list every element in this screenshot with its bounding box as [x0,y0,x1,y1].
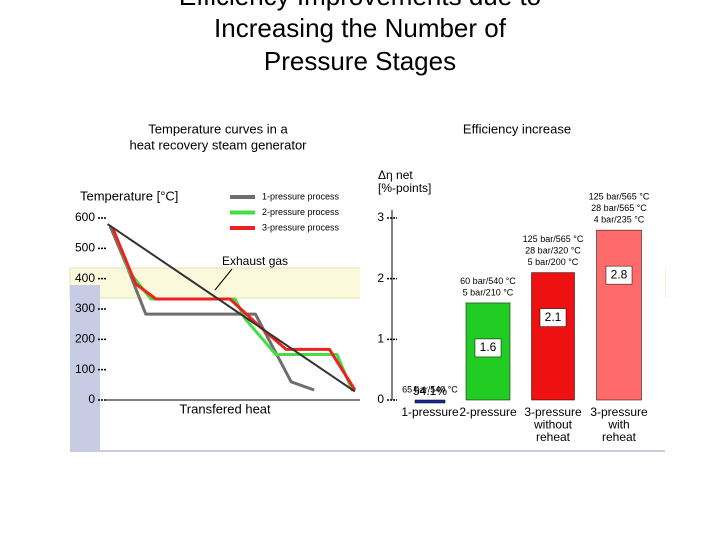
bar-annotation: 4 bar/235 °C [594,215,645,225]
bar-annotation: 5 bar/210 °C [463,287,514,297]
y-axis-label: [%-points] [378,181,431,195]
y-tick-label: 0 [88,392,95,406]
y-tick-label: 300 [75,301,95,315]
bar [596,229,642,401]
annotation: Exhaust gas [222,254,288,268]
value-label-box [539,308,567,327]
exhaust-line [106,223,356,393]
x-tick-label: with [607,418,629,432]
bar-annotation: 28 bar/565 °C [591,203,647,213]
title-line: Increasing the Number of [214,13,507,43]
x-tick-label: 2-pressure [459,405,517,419]
value-label: 2.8 [611,267,628,281]
y-tick-label: 1 [377,332,384,346]
legend-label: 2-pressure process [262,207,340,217]
value-label: 1.6 [480,340,497,354]
temperature-line [111,227,357,391]
annotation-pointer [214,268,233,291]
bar-annotation: 125 bar/565 °C [589,192,650,202]
title-line: Pressure Stages [264,46,456,76]
subtitle: Temperature curves in a [148,121,288,136]
side-strip [70,285,100,450]
value-label: 2.1 [545,310,562,324]
baseline-label: 54.1% [413,384,447,398]
x-tick-label: reheat [536,430,571,444]
y-tick-label: 3 [377,210,384,224]
bar [531,272,575,401]
x-tick-label: 3-pressure [590,405,648,419]
y-tick-label: 600 [75,210,95,224]
y-tick-label: 100 [75,362,95,376]
y-tick-label: 0 [377,392,384,406]
bar [414,399,446,404]
x-axis-label: Transfered heat [179,401,271,416]
y-tick-label: 500 [75,241,95,255]
x-tick-label: 3-pressure [524,405,582,419]
legend-label: 3-pressure process [262,222,340,232]
y-tick-label: 2 [377,271,384,285]
subtitle: heat recovery steam generator [129,137,307,152]
x-tick-label: 1-pressure [401,405,459,419]
title-line: Efficiency Improvements due to [179,0,541,11]
bar-annotation: 5 bar/200 °C [528,257,579,267]
subtitle: Efficiency increase [463,121,571,136]
y-axis-label: Δη net [378,168,413,182]
value-label-box [474,338,502,358]
y-tick-label: 400 [75,271,95,285]
bar-annotation: 65 bar/540 °C [402,384,458,394]
x-tick-label: without [533,418,573,432]
bar-annotation: 60 bar/540 °C [460,276,516,286]
x-tick-label: reheat [602,430,637,444]
legend-label: 1-pressure process [262,191,340,201]
bar-annotation: 28 bar/320 °C [525,245,581,255]
y-axis-label: Temperature [°C] [80,188,178,203]
y-tick-label: 200 [75,332,95,346]
value-label-box [605,265,633,285]
bar-annotation: 125 bar/565 °C [523,234,584,244]
